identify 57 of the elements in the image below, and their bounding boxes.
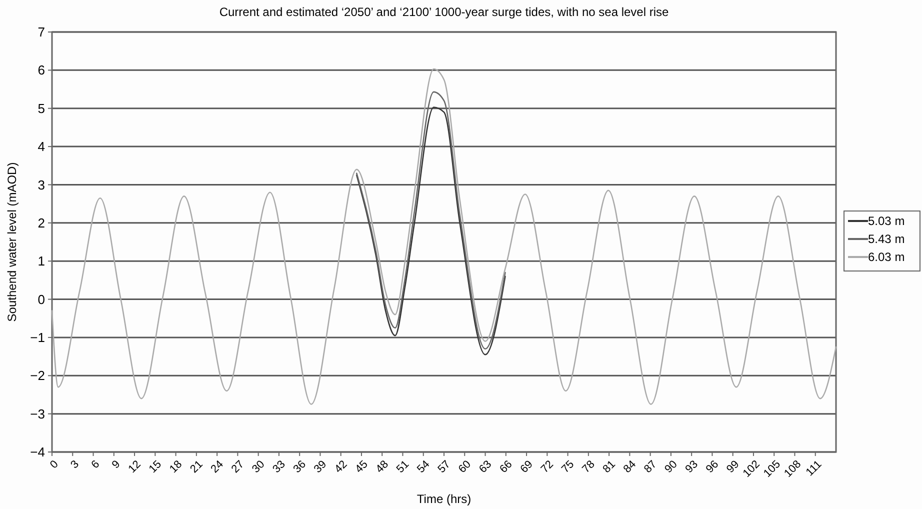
x-tick-label: 60 [456, 458, 474, 476]
x-tick-label: 63 [476, 458, 494, 476]
x-tick-label: 75 [559, 458, 577, 476]
x-tick-label: 96 [704, 458, 722, 476]
y-tick-label: 0 [38, 292, 45, 307]
x-tick-label: 102 [740, 458, 762, 480]
x-tick-label: 6 [89, 458, 102, 472]
x-tick-label: 27 [229, 458, 247, 476]
x-tick-label: 87 [642, 458, 660, 476]
x-tick-label: 18 [167, 458, 185, 476]
x-tick-label: 108 [782, 458, 804, 480]
x-tick-label: 54 [415, 458, 432, 476]
x-tick-label: 30 [250, 458, 268, 476]
y-tick-label: 6 [38, 62, 45, 78]
x-tick-label: 33 [270, 458, 288, 476]
x-tick-label: 45 [353, 458, 370, 476]
y-tick-label: −2 [30, 368, 45, 384]
x-tick-label: 90 [662, 458, 680, 476]
x-tick-label: 39 [312, 458, 330, 476]
x-tick-label: 93 [683, 458, 700, 476]
x-tick-label: 111 [804, 458, 824, 479]
y-tick-label: −4 [30, 444, 45, 460]
y-tick-label: −3 [30, 406, 45, 422]
chart-title: Current and estimated ‘2050’ and ‘2100’ 1000-year surge tides, with no sea level rise [219, 5, 670, 19]
x-tick-label: 81 [600, 458, 618, 476]
x-tick-label: 99 [724, 458, 742, 476]
y-tick-label: 1 [38, 254, 45, 269]
x-tick-label: 72 [538, 458, 556, 476]
x-tick-label: 15 [146, 458, 164, 476]
x-tick-label: 78 [580, 458, 598, 476]
x-tick-label: 84 [621, 458, 639, 476]
y-tick-label: 7 [38, 24, 45, 40]
y-tick-label: −1 [30, 330, 45, 346]
x-tick-label: 36 [291, 458, 308, 476]
legend-label: 5.43 m [868, 232, 905, 246]
x-axis-title: Time (hrs) [416, 492, 472, 506]
x-tick-label: 51 [394, 458, 412, 476]
x-tick-label: 3 [68, 458, 82, 472]
x-tick-label: 57 [436, 458, 453, 476]
y-tick-label: 2 [38, 215, 45, 230]
y-tick-label: 5 [38, 100, 45, 116]
x-tick-label: 21 [188, 458, 206, 476]
legend-label: 5.03 m [868, 214, 905, 228]
x-tick-label: 69 [518, 458, 536, 476]
x-tick-label: 12 [126, 458, 144, 476]
y-tick-label: 4 [38, 139, 45, 154]
x-tick-label: 42 [332, 458, 350, 476]
x-tick-label: 105 [761, 458, 783, 480]
x-tick-label: 9 [110, 458, 123, 472]
x-tick-label: 66 [498, 458, 515, 476]
x-tick-label: 24 [208, 458, 226, 476]
x-tick-label: 48 [374, 458, 391, 476]
x-tick-label: 0 [48, 458, 61, 472]
y-axis-title: Southend water level (mAOD) [5, 162, 19, 322]
y-tick-label: 3 [38, 177, 45, 192]
legend-label: 6.03 m [868, 250, 905, 264]
line-series [51, 68, 837, 405]
